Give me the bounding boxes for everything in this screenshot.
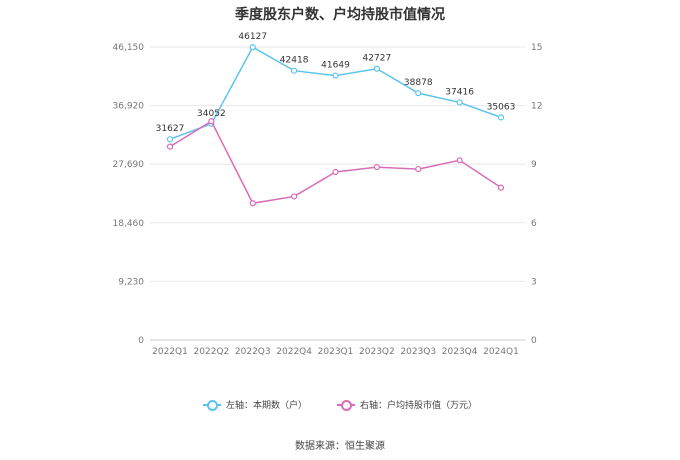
x-tick-label: 2022Q3: [235, 347, 271, 357]
chart-legend: 左轴：本期数（户） 右轴：户均持股市值（万元）: [0, 398, 680, 411]
y-left-tick-label: 46,150: [113, 43, 145, 53]
data-point: [249, 200, 256, 207]
data-label: 35063: [487, 102, 516, 112]
data-point: [166, 143, 174, 150]
data-point: [497, 184, 505, 191]
data-label: 38878: [404, 78, 433, 88]
data-label: 34052: [197, 109, 226, 119]
data-label: 46127: [238, 32, 267, 42]
data-point: [291, 67, 298, 74]
x-tick-label: 2024Q1: [483, 347, 519, 357]
data-point: [415, 165, 422, 173]
data-point: [497, 114, 505, 121]
y-left-tick-label: 9,230: [118, 277, 144, 287]
x-tick-label: 2022Q1: [152, 347, 188, 357]
data-point: [208, 118, 215, 125]
data-label: 42727: [363, 54, 392, 64]
data-point: [332, 72, 339, 79]
y-left-tick-label: 27,690: [113, 160, 145, 170]
x-tick-label: 2023Q4: [442, 347, 478, 357]
y-right-tick-label: 0: [531, 336, 537, 346]
data-source-note: 数据来源：恒生聚源: [295, 441, 385, 452]
x-tick-label: 2022Q2: [194, 347, 230, 357]
y-left-tick-label: 18,460: [113, 219, 145, 229]
x-tick-label: 2023Q1: [318, 347, 354, 357]
data-point: [456, 157, 463, 164]
y-left-tick-label: 36,920: [113, 102, 145, 112]
x-tick-label: 2023Q3: [400, 347, 436, 357]
x-tick-label: 2023Q2: [359, 347, 395, 357]
data-point: [166, 136, 174, 143]
data-point: [249, 44, 256, 51]
y-right-tick-label: 6: [531, 219, 537, 229]
legend-label-right-series: 右轴：户均持股市值（万元）: [360, 401, 478, 411]
series-line-right: [169, 120, 502, 205]
x-tick-label: 2022Q4: [276, 347, 312, 357]
legend-item-right-series[interactable]: 右轴：户均持股市值（万元）: [337, 398, 477, 411]
data-point: [456, 99, 463, 106]
data-point: [332, 168, 339, 176]
y-right-tick-label: 3: [531, 277, 537, 287]
data-label: 41649: [321, 61, 350, 71]
data-point: [373, 65, 380, 72]
legend-item-left-series[interactable]: 左轴：本期数（户）: [202, 398, 307, 411]
y-right-tick-label: 12: [531, 102, 542, 112]
data-label: 31627: [156, 124, 185, 134]
data-label: 37416: [445, 87, 474, 97]
chart-title: 季度股东户数、户均持股市值情况: [235, 7, 445, 23]
data-label: 42418: [280, 56, 309, 66]
data-point: [415, 90, 422, 97]
legend-label-left-series: 左轴：本期数（户）: [225, 401, 307, 411]
y-right-tick-label: 9: [531, 160, 537, 170]
legend-swatch-blue: [202, 399, 221, 411]
y-right-tick-label: 15: [531, 43, 542, 53]
data-point: [373, 164, 380, 171]
data-point: [291, 193, 298, 200]
y-left-tick-label: 0: [138, 336, 144, 346]
legend-swatch-pink: [337, 399, 355, 411]
